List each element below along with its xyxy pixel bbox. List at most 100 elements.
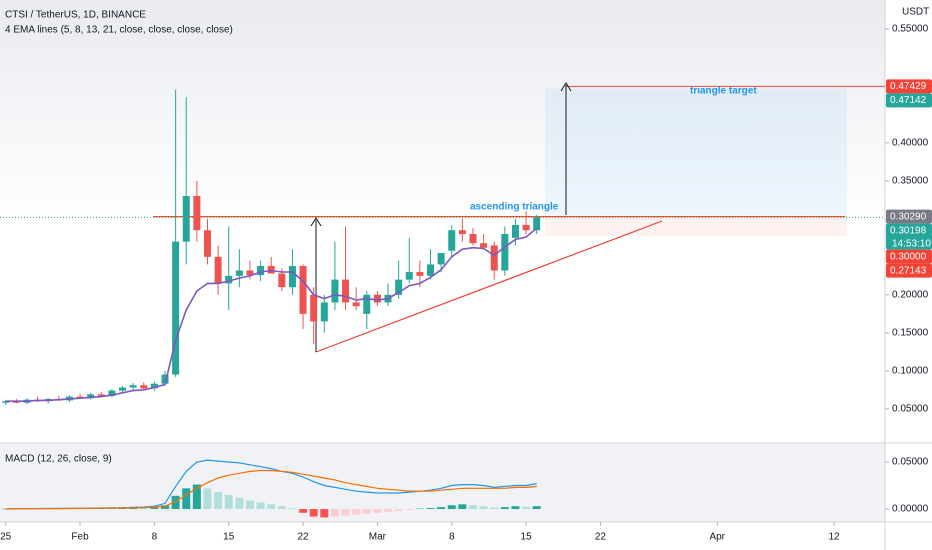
x-tick-label: 25 xyxy=(0,532,12,543)
histogram-bar xyxy=(320,509,329,518)
candle-body xyxy=(119,387,127,391)
x-tick-label: 15 xyxy=(521,532,533,543)
price-label: 0.30198 xyxy=(890,225,927,236)
histogram-bar xyxy=(277,506,286,510)
histogram-bar xyxy=(203,488,212,510)
histogram-bar xyxy=(468,505,477,510)
candle-body xyxy=(405,272,413,280)
y-tick-label: 0.35000 xyxy=(892,175,929,186)
candle-body xyxy=(522,224,530,231)
price-label-box xyxy=(886,209,932,224)
candle-body xyxy=(533,217,541,231)
histogram-bar xyxy=(192,484,201,510)
histogram-bar xyxy=(161,505,169,510)
histogram-bar xyxy=(500,507,509,510)
y-tick-label: 0.00000 xyxy=(892,504,929,515)
histogram-bar xyxy=(479,506,488,510)
candle-body xyxy=(480,243,488,248)
candle-body xyxy=(342,279,350,303)
x-tick-label: Apr xyxy=(709,532,725,543)
histogram-bar xyxy=(352,509,361,515)
candle-body xyxy=(97,394,105,396)
y-tick-label: 0.15000 xyxy=(892,327,929,338)
candle-body xyxy=(246,270,254,276)
candle-body xyxy=(129,385,137,388)
candle-body xyxy=(469,234,477,244)
chart-title: CTSI / TetherUS, 1D, BINANCE xyxy=(5,10,146,21)
y-tick-label: 0.55000 xyxy=(892,24,929,35)
candle-body xyxy=(150,383,158,389)
candle-body xyxy=(278,273,286,288)
macd-label: MACD (12, 26, close, 9) xyxy=(5,454,112,465)
candle-body xyxy=(448,230,456,251)
histogram-bar xyxy=(224,494,233,510)
candle-body xyxy=(288,265,296,288)
candle-body xyxy=(373,294,381,303)
price-label: 0.30290 xyxy=(890,211,927,222)
x-tick-label: 8 xyxy=(152,532,158,543)
y-tick-label: 0.10000 xyxy=(892,365,929,376)
histogram-bar xyxy=(405,509,414,510)
y-tick-label: 0.40000 xyxy=(892,137,929,148)
histogram-bar xyxy=(309,509,318,517)
price-label: 0.47142 xyxy=(890,95,927,106)
candle-body xyxy=(395,279,403,295)
candle-body xyxy=(299,265,307,314)
candle-body xyxy=(363,294,371,314)
histogram-bar xyxy=(214,492,223,510)
histogram-bar xyxy=(426,508,435,510)
price-label-box xyxy=(886,93,932,108)
candle-body xyxy=(331,279,339,303)
histogram-bar xyxy=(415,508,424,510)
annotation: triangle target xyxy=(690,86,757,97)
candle-body xyxy=(416,272,424,276)
x-tick-label: 22 xyxy=(297,532,309,543)
x-tick-label: Mar xyxy=(369,532,387,543)
countdown-label: 14:53:10 xyxy=(892,238,931,249)
histogram-bar xyxy=(490,507,499,510)
currency-label: USDT xyxy=(902,7,929,18)
arrow-head xyxy=(560,82,572,92)
candle-body xyxy=(87,394,95,399)
candle-body xyxy=(458,230,466,235)
histogram-bar xyxy=(532,506,541,510)
y-tick-label: 0.20000 xyxy=(892,289,929,300)
histogram-bar xyxy=(150,507,159,510)
x-tick-label: 8 xyxy=(449,532,455,543)
candle-body xyxy=(310,294,318,322)
histogram-bar xyxy=(330,509,339,517)
candle-body xyxy=(108,390,116,396)
histogram-bar xyxy=(384,509,393,512)
histogram-bar xyxy=(256,502,265,510)
stop-zone xyxy=(545,216,847,236)
histogram-bar xyxy=(362,509,371,514)
histogram-bar xyxy=(182,488,191,510)
histogram-bar xyxy=(522,506,531,510)
x-tick-label: 12 xyxy=(828,532,840,543)
histogram-bar xyxy=(235,497,244,510)
histogram-bar xyxy=(299,509,308,513)
candle-body xyxy=(437,253,445,265)
macd-pane xyxy=(0,443,885,522)
histogram-bar xyxy=(458,504,467,510)
histogram-bar xyxy=(171,495,180,510)
price-label-box xyxy=(886,263,932,278)
price-label: 0.27143 xyxy=(890,265,927,276)
candle-body xyxy=(511,224,519,238)
price-label: 0.30000 xyxy=(890,251,927,262)
ema-line xyxy=(5,227,538,402)
x-tick-label: Feb xyxy=(71,532,89,543)
candle-body xyxy=(352,302,360,307)
histogram-bar xyxy=(341,509,350,516)
histogram-bar xyxy=(394,509,403,511)
candle-body xyxy=(172,241,180,375)
histogram-bar xyxy=(437,507,446,510)
signal-line xyxy=(5,469,537,510)
candle-body xyxy=(257,265,265,276)
price-label-box xyxy=(886,223,932,250)
candle-body xyxy=(182,196,190,242)
price-label: 0.47429 xyxy=(890,81,927,92)
histogram-bar xyxy=(447,505,456,510)
candle-body xyxy=(225,275,233,284)
